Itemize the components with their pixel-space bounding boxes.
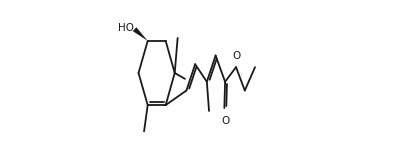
Text: O: O bbox=[221, 116, 229, 126]
Polygon shape bbox=[132, 27, 147, 41]
Text: O: O bbox=[231, 51, 239, 61]
Text: HO: HO bbox=[117, 24, 134, 33]
